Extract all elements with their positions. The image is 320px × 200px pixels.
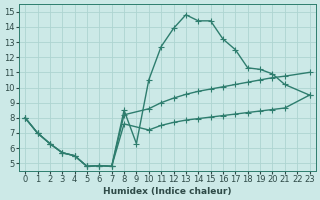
X-axis label: Humidex (Indice chaleur): Humidex (Indice chaleur) bbox=[103, 187, 232, 196]
